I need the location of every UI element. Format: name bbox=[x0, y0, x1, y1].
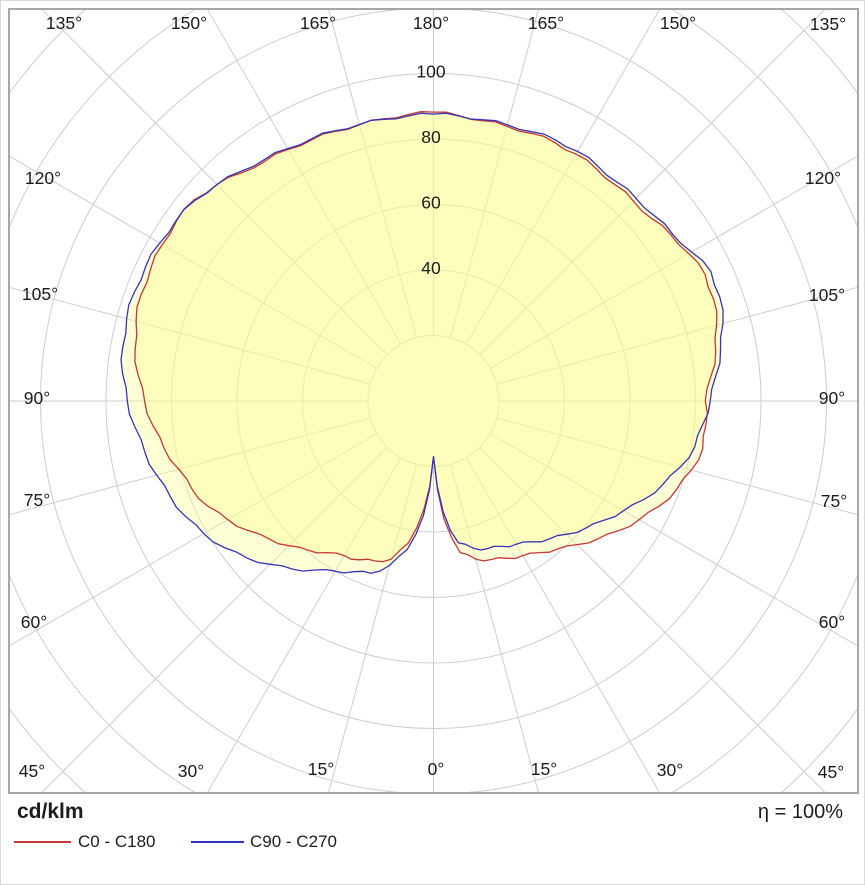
angle-label: 75° bbox=[24, 490, 50, 510]
angle-labels: 135° 150° 165° 180° 165° 150° 135° 120° 105° 90° 7… bbox=[19, 13, 847, 782]
grid-spoke bbox=[9, 417, 371, 516]
angle-label: 60° bbox=[21, 612, 47, 632]
units-label: cd/klm bbox=[17, 800, 84, 823]
angle-label: 30° bbox=[657, 760, 683, 780]
angle-label: 0° bbox=[428, 759, 445, 779]
angle-label: 15° bbox=[531, 759, 557, 779]
angle-label: 45° bbox=[19, 761, 45, 781]
grid-spoke bbox=[40, 9, 388, 356]
legend-line-c0-c180 bbox=[14, 841, 71, 843]
grid-spoke bbox=[479, 9, 827, 356]
angle-label: 105° bbox=[809, 285, 845, 305]
grid-spoke bbox=[465, 457, 661, 793]
angle-label: 150° bbox=[660, 13, 696, 33]
grid-spoke bbox=[40, 446, 388, 793]
legend-label-c90-c270: C90 - C270 bbox=[250, 832, 337, 851]
angle-label: 165° bbox=[528, 13, 564, 33]
grid-spoke bbox=[9, 286, 371, 385]
angle-label: 105° bbox=[22, 284, 58, 304]
grid-spoke bbox=[489, 433, 858, 647]
grid-spoke bbox=[327, 464, 418, 793]
plot-border bbox=[8, 8, 859, 794]
angle-label: 45° bbox=[818, 762, 844, 782]
ring-label: 60 bbox=[421, 193, 441, 213]
grid-spoke bbox=[9, 433, 378, 647]
ring-label: 100 bbox=[416, 62, 445, 82]
angle-label: 90° bbox=[24, 388, 50, 408]
angle-label: 120° bbox=[25, 168, 61, 188]
grid-spoke bbox=[9, 155, 378, 369]
grid-spoke bbox=[479, 446, 827, 793]
angle-label: 75° bbox=[821, 491, 847, 511]
angle-label: 165° bbox=[300, 13, 336, 33]
grid-spoke bbox=[206, 9, 402, 345]
angle-label: 90° bbox=[819, 388, 845, 408]
ring-labels: 40 60 80 100 bbox=[416, 62, 445, 279]
angle-label: 135° bbox=[810, 14, 846, 34]
legend-label-c0-c180: C0 - C180 bbox=[78, 832, 156, 851]
grid-spoke bbox=[206, 457, 402, 793]
ring-label: 40 bbox=[421, 258, 441, 278]
angle-label: 15° bbox=[308, 759, 334, 779]
grid-spoke bbox=[489, 155, 858, 369]
angle-label: 60° bbox=[819, 612, 845, 632]
grid-spoke bbox=[496, 286, 858, 385]
curve-fill-0 bbox=[134, 111, 717, 562]
grid-spoke bbox=[465, 9, 661, 345]
grid-spoke bbox=[496, 417, 858, 516]
angle-label: 30° bbox=[178, 761, 204, 781]
light-output-ratio-label: η = 100% bbox=[757, 801, 843, 823]
legend-line-c90-c270 bbox=[191, 841, 244, 843]
grid-spoke bbox=[327, 9, 418, 338]
curve-line-1 bbox=[120, 112, 724, 574]
angle-label: 150° bbox=[171, 13, 207, 33]
intensity-curves bbox=[120, 110, 724, 574]
angle-label: 180° bbox=[413, 13, 449, 33]
grid-spoke bbox=[449, 464, 540, 793]
ring-label: 80 bbox=[421, 127, 441, 147]
grid-spoke bbox=[449, 9, 540, 338]
angle-label: 135° bbox=[46, 13, 82, 33]
angle-label: 120° bbox=[805, 168, 841, 188]
curve-fill-1 bbox=[121, 113, 723, 574]
